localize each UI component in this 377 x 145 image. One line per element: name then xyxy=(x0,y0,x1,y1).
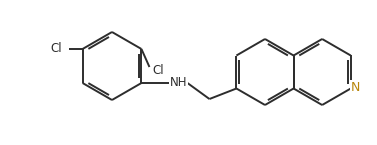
Text: Cl: Cl xyxy=(153,65,164,77)
Text: Cl: Cl xyxy=(51,42,62,56)
Text: N: N xyxy=(351,81,360,94)
Text: NH: NH xyxy=(170,76,187,88)
